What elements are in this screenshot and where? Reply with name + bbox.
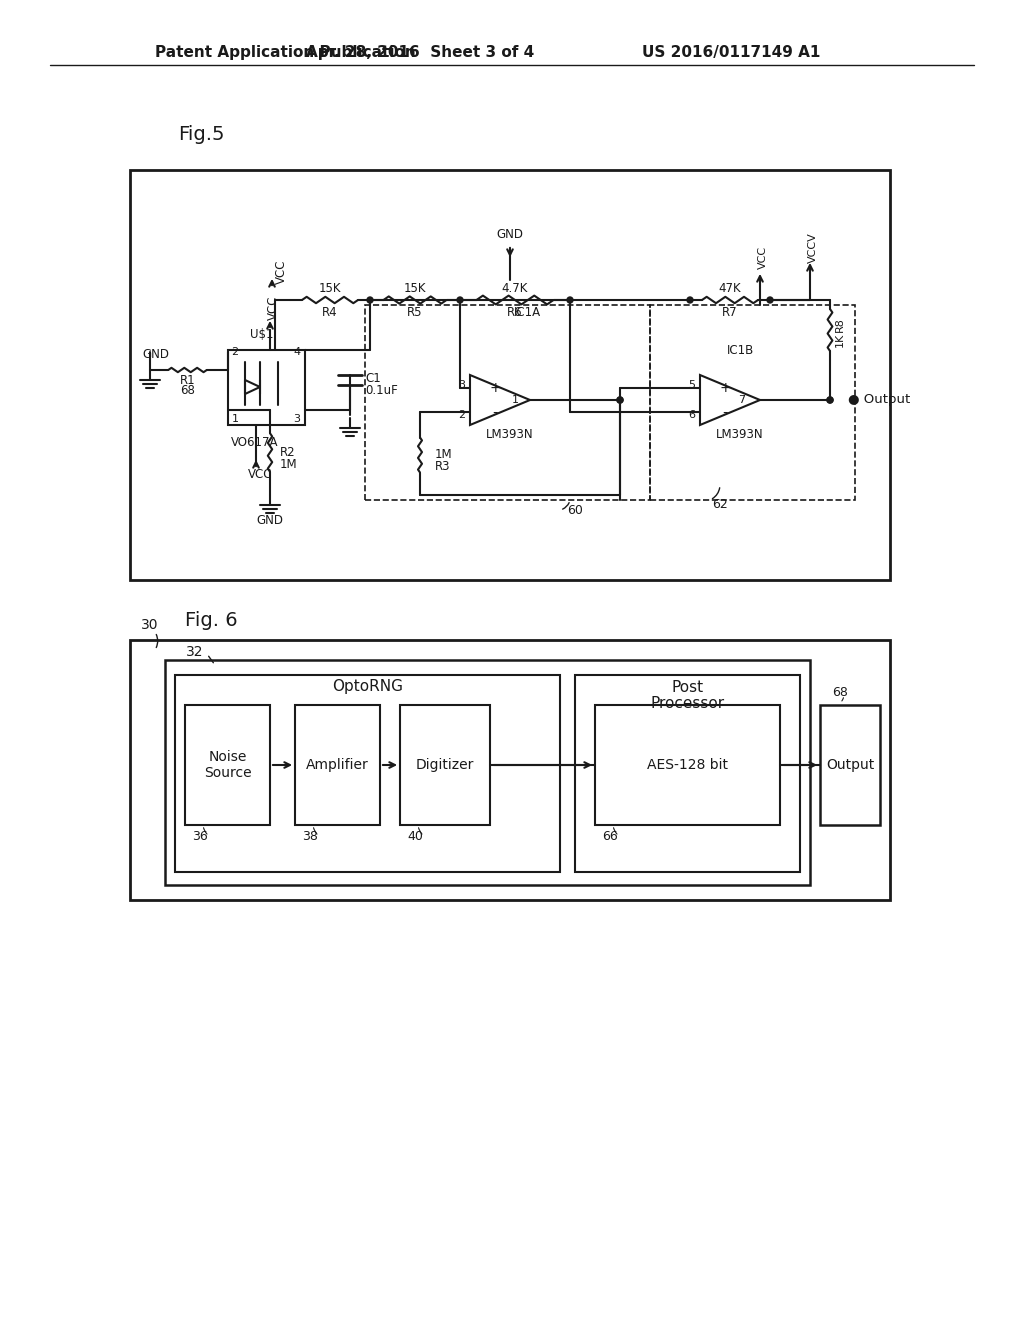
Text: R7: R7 (722, 305, 738, 318)
Text: GND: GND (497, 228, 523, 242)
Bar (400, 705, 490, 825)
Text: 6: 6 (688, 411, 695, 420)
Text: IC1B: IC1B (726, 343, 754, 356)
Text: -: - (493, 404, 498, 420)
Circle shape (617, 397, 623, 403)
Text: 66: 66 (602, 830, 617, 843)
Circle shape (827, 397, 833, 403)
Text: 62: 62 (712, 499, 728, 511)
Text: 5: 5 (688, 380, 695, 389)
Text: Fig.5: Fig.5 (178, 125, 224, 144)
Text: 2: 2 (459, 411, 466, 420)
Text: 7: 7 (738, 395, 745, 405)
Text: C1: C1 (365, 371, 381, 384)
Circle shape (687, 297, 693, 304)
Bar (130, 640, 890, 900)
Text: Noise: Noise (208, 750, 247, 764)
Text: R4: R4 (323, 305, 338, 318)
Bar (130, 170, 890, 579)
Text: Output: Output (826, 758, 874, 772)
Bar (175, 675, 560, 873)
Bar (595, 705, 780, 825)
Text: Amplifier: Amplifier (306, 758, 369, 772)
Text: Source: Source (204, 766, 251, 780)
Text: 68: 68 (833, 686, 848, 700)
Text: IC1A: IC1A (514, 306, 541, 319)
Text: 1K: 1K (835, 333, 845, 347)
Text: ● Output: ● Output (848, 393, 910, 407)
Text: 1M: 1M (435, 449, 453, 462)
Text: OptoRNG: OptoRNG (332, 680, 403, 694)
Bar (228, 350, 305, 425)
Text: Apr. 28, 2016  Sheet 3 of 4: Apr. 28, 2016 Sheet 3 of 4 (306, 45, 535, 59)
Text: 1: 1 (512, 395, 518, 405)
Bar (295, 705, 380, 825)
Text: 30: 30 (141, 618, 159, 632)
Text: R8: R8 (835, 318, 845, 333)
Text: 36: 36 (193, 830, 208, 843)
Text: 38: 38 (302, 830, 317, 843)
Text: 3: 3 (294, 414, 300, 424)
Text: 15K: 15K (403, 281, 426, 294)
Text: +: + (489, 381, 501, 395)
Polygon shape (700, 375, 760, 425)
Text: Fig. 6: Fig. 6 (185, 610, 238, 630)
Text: 2: 2 (231, 347, 239, 356)
Text: 32: 32 (186, 645, 204, 659)
Bar (185, 705, 270, 825)
Polygon shape (470, 375, 530, 425)
Text: VCCV: VCCV (808, 232, 818, 264)
Text: R2: R2 (280, 446, 296, 459)
Circle shape (457, 297, 463, 304)
Text: -: - (722, 404, 728, 420)
Text: AES-128 bit: AES-128 bit (647, 758, 728, 772)
Text: VCC: VCC (275, 260, 288, 284)
Text: LM393N: LM393N (486, 429, 534, 441)
Text: VCC: VCC (758, 246, 768, 268)
Text: VCC: VCC (266, 296, 280, 321)
Text: 47K: 47K (719, 281, 741, 294)
Text: GND: GND (256, 513, 284, 527)
Circle shape (827, 397, 833, 403)
Text: LM393N: LM393N (716, 429, 764, 441)
Text: VCC: VCC (248, 469, 272, 482)
Text: Patent Application Publication: Patent Application Publication (155, 45, 416, 59)
Text: 15K: 15K (318, 281, 341, 294)
Text: 4: 4 (294, 347, 301, 356)
Text: U$1: U$1 (250, 329, 273, 342)
Text: R3: R3 (435, 461, 451, 474)
Text: 3: 3 (459, 380, 466, 389)
Bar (650, 305, 855, 500)
Bar (165, 660, 810, 884)
Text: 60: 60 (567, 503, 583, 516)
Text: 4.7K: 4.7K (502, 281, 528, 294)
Text: 0.1uF: 0.1uF (365, 384, 397, 396)
Text: Post: Post (672, 680, 703, 694)
Text: VO617A: VO617A (231, 436, 279, 449)
Text: Processor: Processor (650, 696, 725, 710)
Bar (820, 705, 880, 825)
Text: GND: GND (142, 348, 169, 362)
Bar (365, 305, 650, 500)
Circle shape (617, 397, 623, 403)
Text: 68: 68 (180, 384, 195, 396)
Text: R1: R1 (179, 374, 196, 387)
Circle shape (567, 297, 573, 304)
Text: 1: 1 (231, 414, 239, 424)
Text: +: + (719, 381, 731, 395)
Text: 40: 40 (408, 830, 423, 843)
Bar (575, 675, 800, 873)
Text: 1M: 1M (280, 458, 298, 471)
Text: Digitizer: Digitizer (416, 758, 474, 772)
Circle shape (367, 297, 373, 304)
Text: R6: R6 (507, 305, 523, 318)
Text: US 2016/0117149 A1: US 2016/0117149 A1 (642, 45, 820, 59)
Circle shape (767, 297, 773, 304)
Text: R5: R5 (408, 305, 423, 318)
